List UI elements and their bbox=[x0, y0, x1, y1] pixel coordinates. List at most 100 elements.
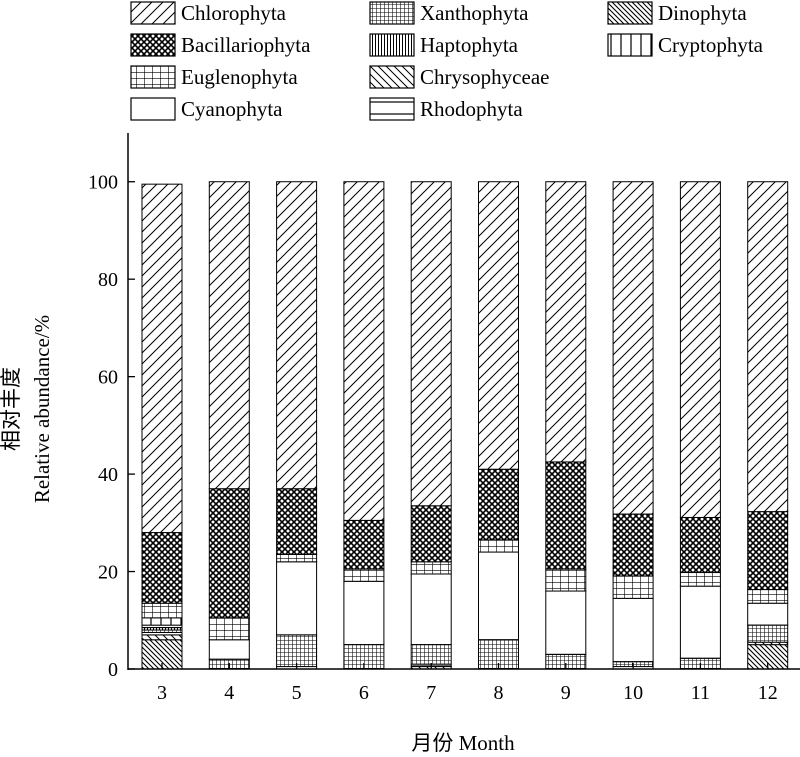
bar-segment-chlorophyta-month-11 bbox=[679, 181, 721, 518]
bar-segment-chrysophyceae-month-3 bbox=[141, 634, 183, 641]
bar-segment-bacillariophyta-month-10 bbox=[612, 513, 654, 577]
y-tick-label-40: 40 bbox=[98, 464, 118, 486]
bar-segment-cyanophyta-month-4 bbox=[208, 639, 250, 660]
bar-segment-euglenophyta-month-11 bbox=[679, 572, 721, 587]
bar-segment-cyanophyta-month-8 bbox=[478, 551, 519, 641]
x-tick-label-8: 8 bbox=[494, 682, 504, 704]
bar-segment-euglenophyta-month-7 bbox=[410, 561, 452, 575]
legend-label-haptophyta: Haptophyta bbox=[420, 33, 519, 57]
legend-label-cyanophyta: Cyanophyta bbox=[181, 97, 283, 121]
x-tick-label-5: 5 bbox=[292, 682, 302, 704]
bar-segment-euglenophyta-month-6 bbox=[343, 568, 385, 582]
bar-segment-bacillariophyta-month-4 bbox=[208, 488, 250, 619]
bar-segment-cyanophyta-month-10 bbox=[612, 597, 654, 663]
bar-segment-euglenophyta-month-8 bbox=[478, 539, 519, 553]
bar-segment-xanthophyta-month-5 bbox=[276, 634, 318, 668]
bar-segment-euglenophyta-month-12 bbox=[747, 589, 789, 604]
bar-segment-euglenophyta-month-5 bbox=[276, 553, 318, 563]
bar-segment-cyanophyta-month-6 bbox=[343, 580, 385, 646]
legend-swatch-cyanophyta bbox=[130, 97, 176, 121]
bar-segment-bacillariophyta-month-3 bbox=[141, 532, 183, 604]
legend-swatch-chrysophyceae bbox=[369, 65, 415, 89]
legend-swatch-rhodophyta bbox=[369, 97, 415, 121]
x-tick-label-12: 12 bbox=[758, 682, 778, 704]
x-tick-label-3: 3 bbox=[157, 682, 167, 704]
bar-segment-chlorophyta-month-10 bbox=[612, 181, 654, 515]
legend-swatch-haptophyta bbox=[369, 33, 415, 57]
bar-segment-chlorophyta-month-4 bbox=[208, 181, 250, 490]
legend-swatch-xanthophyta bbox=[369, 1, 415, 25]
legend-label-euglenophyta: Euglenophyta bbox=[181, 65, 298, 89]
bar-segment-bacillariophyta-month-7 bbox=[410, 505, 452, 563]
bar-segment-xanthophyta-month-7 bbox=[410, 644, 452, 665]
x-tick-label-6: 6 bbox=[359, 682, 369, 704]
bar-segment-euglenophyta-month-10 bbox=[612, 575, 654, 599]
legend-item-haptophyta: Haptophyta bbox=[369, 33, 519, 57]
legend-item-dinophyta: Dinophyta bbox=[607, 1, 747, 25]
bar-segment-cyanophyta-month-7 bbox=[410, 573, 452, 646]
bar-segment-chlorophyta-month-12 bbox=[747, 181, 789, 513]
bar-segment-euglenophyta-month-9 bbox=[545, 568, 587, 592]
legend-label-xanthophyta: Xanthophyta bbox=[420, 1, 529, 25]
axes bbox=[127, 133, 800, 670]
y-axis-title-cn: 相对丰度 bbox=[0, 367, 23, 451]
legend-label-dinophyta: Dinophyta bbox=[658, 1, 747, 25]
bar-segment-cyanophyta-month-5 bbox=[276, 561, 318, 636]
bar-segment-bacillariophyta-month-12 bbox=[747, 511, 789, 591]
x-tick-label-10: 10 bbox=[623, 682, 643, 704]
legend-swatch-bacillariophyta bbox=[130, 33, 176, 57]
bar-segment-xanthophyta-month-12 bbox=[747, 624, 789, 643]
legend-item-xanthophyta: Xanthophyta bbox=[369, 1, 529, 25]
legend: Chlorophyta Bacillariophyta Euglenophyta Cy… bbox=[130, 1, 764, 121]
ticks: 0 20 40 60 80 100 3 4 5 6 7 8 9 10 11 12 bbox=[88, 172, 778, 704]
bar-segment-cyanophyta-month-12 bbox=[747, 602, 789, 626]
legend-swatch-dinophyta bbox=[607, 1, 653, 25]
legend-item-bacillariophyta: Bacillariophyta bbox=[130, 33, 311, 57]
legend-label-bacillariophyta: Bacillariophyta bbox=[181, 33, 311, 57]
x-tick-label-11: 11 bbox=[691, 682, 710, 704]
bar-segment-euglenophyta-month-3 bbox=[141, 602, 183, 619]
legend-item-cyanophyta: Cyanophyta bbox=[130, 97, 283, 121]
legend-item-chlorophyta: Chlorophyta bbox=[130, 1, 287, 25]
bar-segment-chlorophyta-month-3 bbox=[141, 183, 183, 534]
y-tick-label-0: 0 bbox=[108, 659, 118, 681]
legend-item-rhodophyta: Rhodophyta bbox=[369, 97, 523, 121]
x-tick-label-9: 9 bbox=[561, 682, 571, 704]
bar-segment-chlorophyta-month-6 bbox=[343, 181, 385, 521]
bar-segment-cyanophyta-month-11 bbox=[679, 585, 721, 659]
x-tick-label-7: 7 bbox=[426, 682, 436, 704]
legend-label-rhodophyta: Rhodophyta bbox=[420, 97, 523, 121]
legend-label-chlorophyta: Chlorophyta bbox=[181, 1, 287, 25]
bar-segment-cyanophyta-month-9 bbox=[545, 590, 587, 655]
bar-segment-chlorophyta-month-9 bbox=[545, 181, 587, 463]
legend-item-chrysophyceae: Chrysophyceae bbox=[369, 65, 549, 89]
bar-segment-chlorophyta-month-8 bbox=[478, 181, 519, 470]
bar-segment-bacillariophyta-month-5 bbox=[276, 488, 318, 555]
bar-segment-bacillariophyta-month-9 bbox=[545, 461, 587, 570]
legend-label-cryptophyta: Cryptophyta bbox=[658, 33, 764, 57]
x-tick-label-4: 4 bbox=[224, 682, 234, 704]
bar-segment-chlorophyta-month-5 bbox=[276, 181, 318, 490]
bar-segment-bacillariophyta-month-8 bbox=[478, 468, 519, 541]
plot-area: 0 20 40 60 80 100 3 4 5 6 7 8 9 10 11 12 bbox=[88, 133, 800, 704]
x-axis-title: 月份 Month bbox=[411, 731, 515, 755]
bars bbox=[141, 181, 789, 670]
y-tick-label-20: 20 bbox=[98, 562, 118, 584]
legend-item-cryptophyta: Cryptophyta bbox=[607, 33, 764, 57]
bar-segment-bacillariophyta-month-6 bbox=[343, 519, 385, 570]
legend-item-euglenophyta: Euglenophyta bbox=[130, 65, 298, 89]
bar-segment-cryptophyta-month-3 bbox=[141, 617, 183, 626]
y-tick-label-60: 60 bbox=[98, 367, 118, 389]
legend-label-chrysophyceae: Chrysophyceae bbox=[420, 65, 549, 89]
bar-segment-euglenophyta-month-4 bbox=[208, 617, 250, 641]
legend-swatch-euglenophyta bbox=[130, 65, 176, 89]
y-axis-title: Relative abundance/% bbox=[30, 315, 54, 503]
legend-swatch-chlorophyta bbox=[130, 1, 176, 25]
bar-segment-bacillariophyta-month-11 bbox=[679, 516, 721, 574]
y-tick-label-100: 100 bbox=[88, 172, 118, 194]
legend-swatch-cryptophyta bbox=[607, 33, 653, 57]
y-tick-label-80: 80 bbox=[98, 269, 118, 291]
bar-segment-chlorophyta-month-7 bbox=[410, 181, 452, 507]
